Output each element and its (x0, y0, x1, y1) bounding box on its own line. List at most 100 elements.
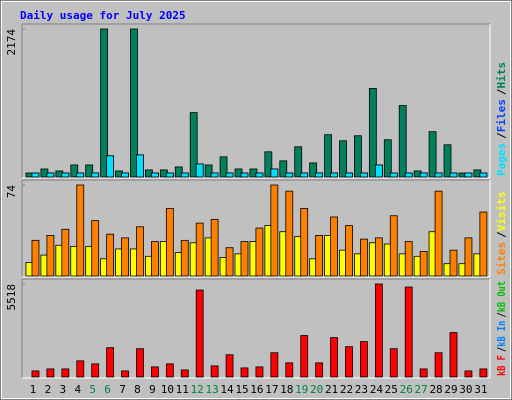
bar (300, 172, 309, 178)
bar (434, 352, 443, 378)
bar (285, 362, 294, 378)
bar (210, 219, 219, 277)
bar (270, 168, 279, 178)
bar (121, 370, 129, 378)
x-tick-label: 8 (134, 383, 141, 396)
x-tick-label: 24 (370, 383, 384, 396)
bar (136, 154, 144, 178)
bar (180, 239, 189, 277)
x-tick-label: 12 (191, 383, 204, 396)
bar (449, 172, 458, 178)
x-tick-label: 30 (459, 383, 472, 396)
x-tick-label: 23 (355, 383, 368, 396)
legend: Pages/Files/Hits (495, 62, 508, 176)
bar (189, 112, 198, 178)
bar (330, 337, 338, 378)
bar (210, 172, 219, 178)
bar (165, 207, 174, 277)
bar (404, 172, 413, 178)
bar (285, 190, 294, 277)
bar (255, 366, 264, 378)
bar (100, 28, 109, 178)
x-tick-label: 29 (444, 383, 457, 396)
bar (31, 239, 40, 277)
x-tick-label: 20 (310, 383, 323, 396)
bar (151, 241, 159, 277)
bar (31, 172, 40, 178)
legend-separator: / (495, 231, 508, 238)
legend: kB F/kB In/kB Out (495, 281, 508, 376)
x-tick-label: 1 (30, 383, 37, 396)
x-tick-label: 19 (295, 383, 308, 396)
bar (174, 166, 183, 178)
bar (240, 172, 249, 178)
bar (91, 363, 100, 378)
bar (443, 144, 452, 178)
bar (330, 172, 338, 178)
bar (419, 172, 428, 178)
bar (130, 28, 138, 178)
x-tick-label: 7 (119, 383, 126, 396)
bar (285, 172, 294, 178)
bar (204, 164, 213, 178)
bar (374, 164, 383, 178)
bar (136, 348, 144, 378)
bar (449, 332, 458, 378)
legend-entry: kB Out (495, 281, 508, 312)
x-tick-label: 4 (74, 383, 81, 396)
x-tick-label: 27 (415, 383, 428, 396)
bar (180, 172, 189, 178)
x-tick-label: 22 (340, 383, 353, 396)
bar (345, 346, 353, 378)
legend: Sites /Visits (495, 192, 508, 276)
legend-entry: Files (495, 99, 508, 132)
bar (309, 162, 318, 178)
bar (70, 164, 79, 178)
bar (434, 172, 443, 178)
x-tick-label: 25 (385, 383, 398, 396)
x-tick-label: 28 (429, 383, 442, 396)
x-tick-label: 6 (104, 383, 111, 396)
bar (264, 151, 273, 178)
legend-entry: kB F (495, 355, 508, 376)
bar (165, 363, 174, 378)
bar (61, 368, 70, 378)
y-tick-label: 5518 (5, 284, 18, 311)
x-tick-label: 15 (235, 383, 248, 396)
bar (121, 237, 129, 277)
bar (76, 184, 85, 277)
x-tick-label: 3 (60, 383, 67, 396)
bar (46, 368, 55, 378)
bar (419, 251, 428, 277)
bar (46, 235, 55, 277)
legend-separator: / (495, 88, 508, 95)
bar (195, 163, 204, 178)
x-tick-label: 5 (89, 383, 96, 396)
bar (76, 172, 85, 178)
bar (106, 233, 115, 277)
bar (389, 172, 398, 178)
bar (404, 286, 413, 378)
bar (464, 237, 473, 277)
bar (428, 131, 437, 178)
bar (479, 172, 488, 178)
bar (398, 105, 407, 178)
x-tick-label: 26 (400, 383, 413, 396)
bar (300, 335, 309, 378)
bar (374, 237, 383, 277)
bar (464, 172, 473, 178)
bar (46, 172, 55, 178)
bar (383, 139, 392, 178)
bar (479, 211, 488, 277)
bar (151, 366, 159, 378)
legend-entry: Hits (495, 62, 508, 89)
bar (345, 172, 353, 178)
bar (255, 172, 264, 178)
legend-separator: / (495, 312, 508, 318)
bar (76, 360, 85, 378)
bar (106, 347, 115, 378)
y-tick-label: 74 (5, 185, 18, 199)
bar (255, 227, 264, 277)
bar (360, 238, 368, 277)
